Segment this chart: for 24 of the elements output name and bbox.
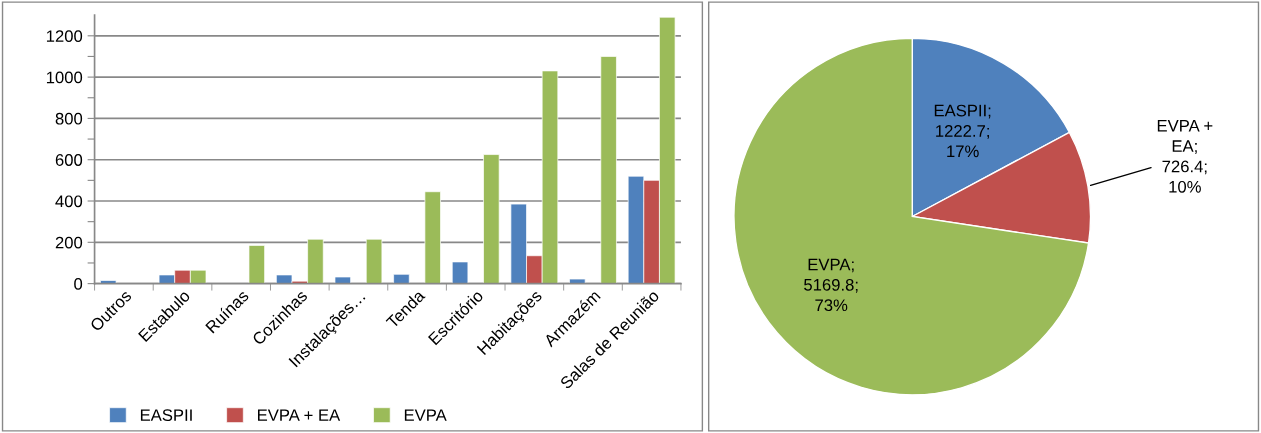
y-tick-label: 800 <box>55 112 83 125</box>
y-tick-label: 1000 <box>46 71 83 84</box>
y-tick-label: 0 <box>74 278 83 290</box>
y-tick-label: 200 <box>55 236 83 249</box>
legend-label: EVPA + EA <box>258 409 341 421</box>
slice-label: EASPII; 1222.7; 17% <box>934 104 991 158</box>
bar <box>483 154 500 284</box>
legend-label: EVPA <box>404 409 447 421</box>
bar <box>393 273 410 284</box>
y-tick-label: 400 <box>55 195 83 208</box>
bar <box>569 278 586 284</box>
y-tick-label: 600 <box>55 154 83 166</box>
pie-slice <box>733 37 1090 396</box>
slice-label: EVPA + EA; 726.4; 10% <box>1157 119 1213 193</box>
bar <box>100 280 117 284</box>
bar <box>600 56 617 284</box>
y-tick-label: 1200 <box>46 30 83 43</box>
slice-label: EVPA; 5169.8; 73% <box>804 258 858 312</box>
bar <box>334 276 351 284</box>
bar <box>451 261 469 284</box>
bar <box>248 245 265 284</box>
bar <box>365 238 383 284</box>
bar <box>424 191 441 284</box>
legend-label: EASPII <box>140 409 192 422</box>
